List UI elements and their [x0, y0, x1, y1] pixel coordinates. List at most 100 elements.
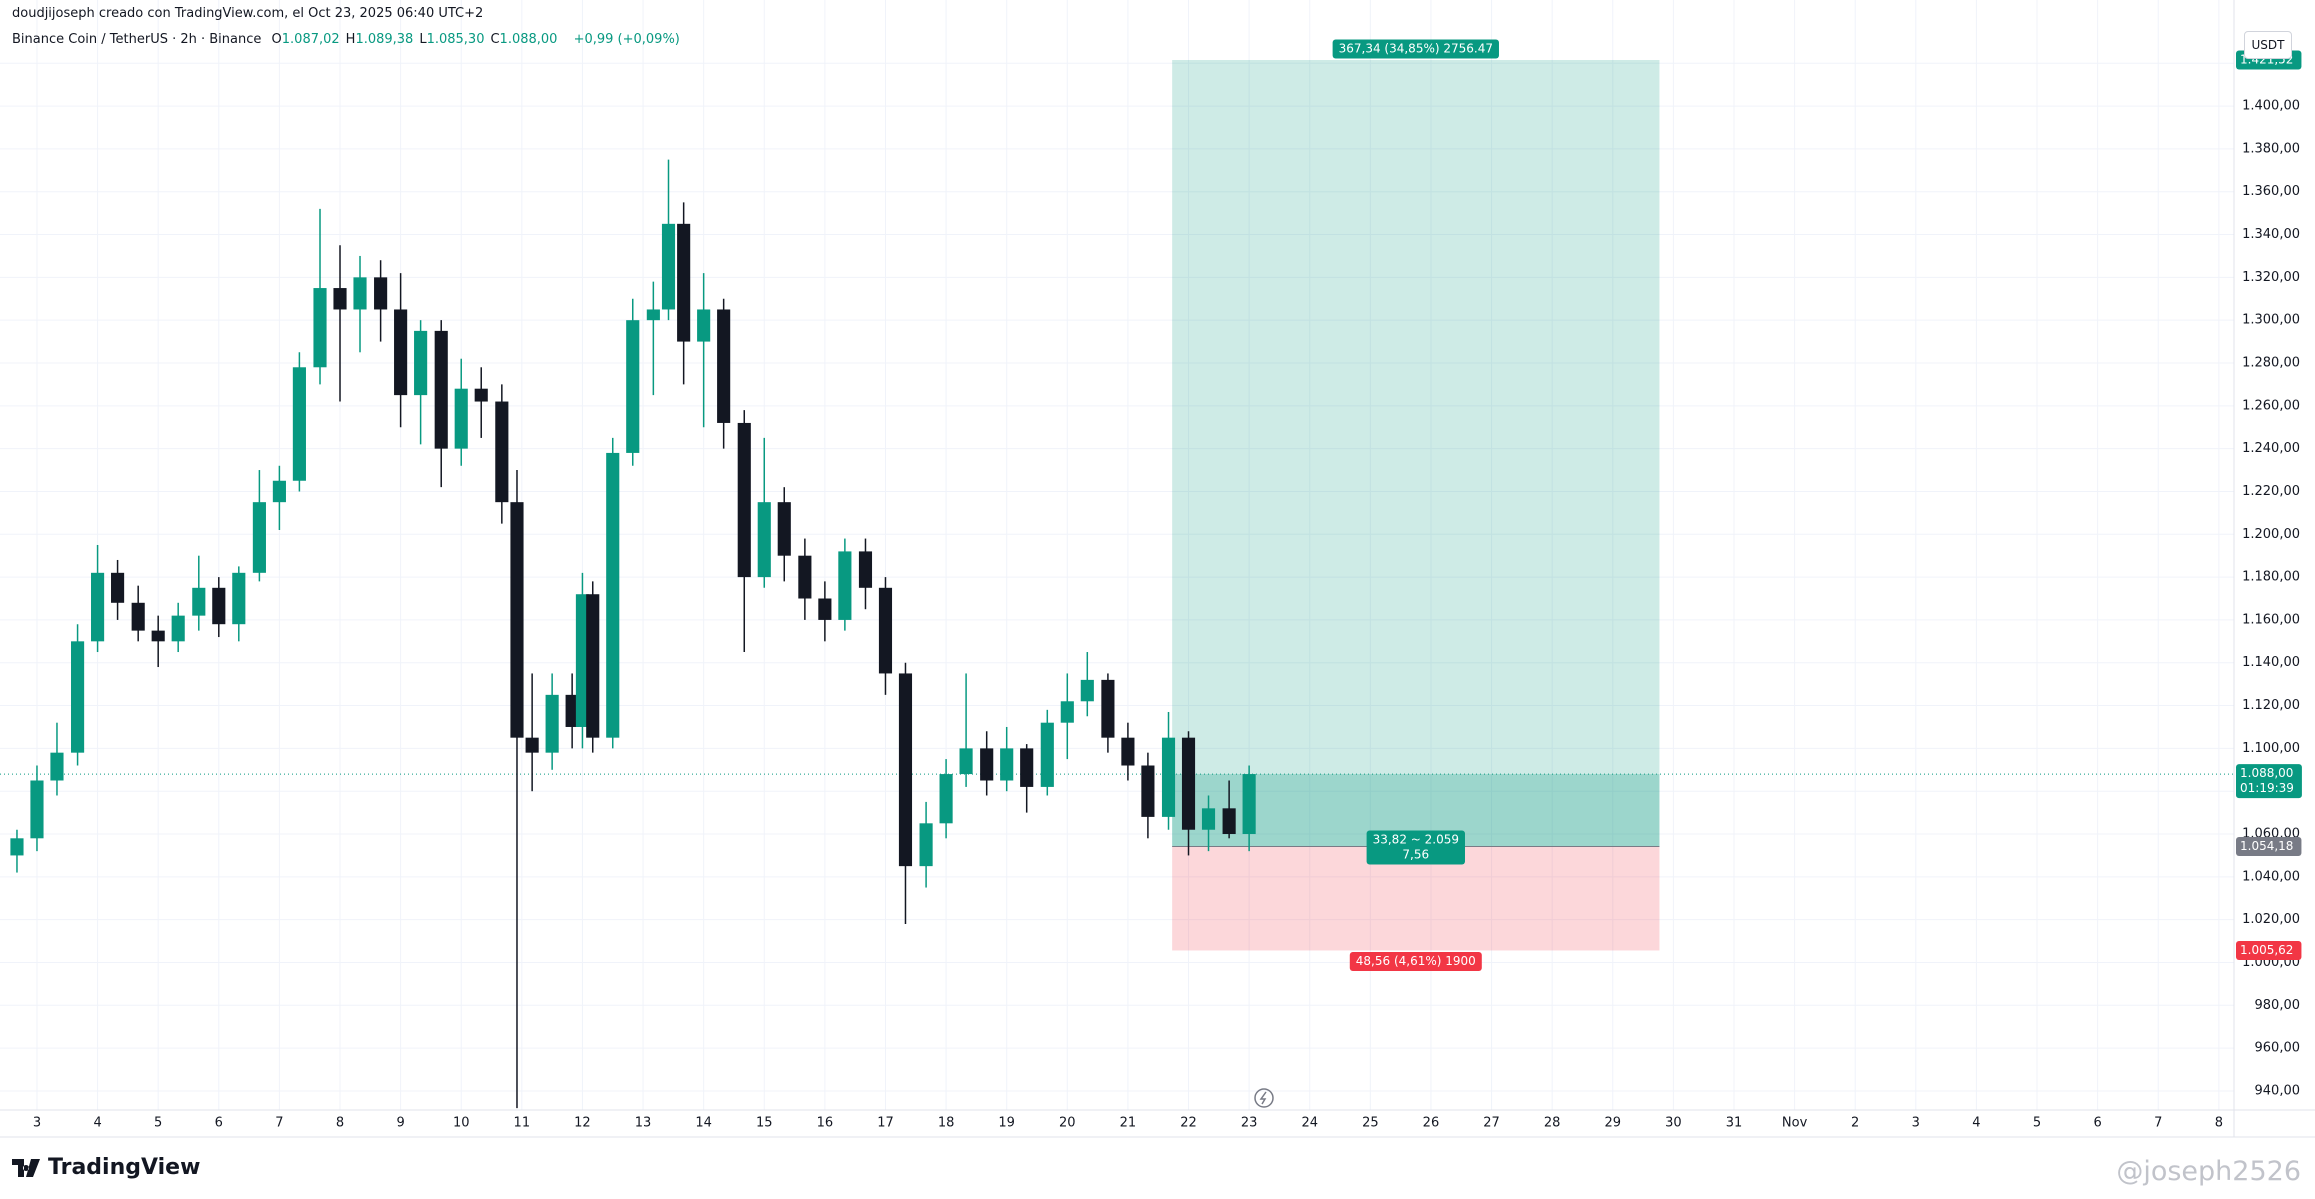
candle-body	[606, 452, 620, 738]
candle-body	[252, 502, 266, 573]
candle-body	[1201, 808, 1216, 830]
last-price-label-text: 01:19:39	[2240, 781, 2294, 795]
x-tick-label: 26	[1423, 1116, 1440, 1131]
candle-body	[111, 572, 125, 603]
y-tick-label: 960,00	[2255, 1041, 2301, 1056]
candle-body	[697, 309, 711, 342]
entry-price-label-bg	[2236, 836, 2302, 856]
candle-body	[1101, 679, 1115, 738]
candle-body	[677, 223, 691, 342]
x-tick-label: 5	[154, 1116, 162, 1131]
brand-name: TradingView	[48, 1155, 201, 1180]
x-tick-label: 7	[275, 1116, 283, 1131]
candle-body	[71, 641, 85, 753]
x-tick-label: 9	[396, 1116, 404, 1131]
candle-body	[838, 551, 852, 620]
candle-body	[30, 780, 44, 839]
x-tick-label: 10	[453, 1116, 470, 1131]
entry-price-label-text: 1.054,18	[2240, 839, 2293, 853]
candle-body	[292, 367, 306, 481]
candle-body	[798, 555, 812, 599]
ohlc-key: L	[419, 32, 427, 47]
x-tick-label: 31	[1726, 1116, 1743, 1131]
grid	[0, 0, 2234, 1110]
x-tick-label: 5	[2033, 1116, 2041, 1131]
y-tick-label: 1.360,00	[2242, 184, 2300, 199]
y-tick-label: 1.260,00	[2242, 398, 2300, 413]
candle-body	[525, 737, 539, 753]
y-tick-label: 1.320,00	[2242, 270, 2300, 285]
candle-body	[626, 320, 640, 453]
candle-body	[661, 223, 676, 310]
candle-body	[474, 388, 488, 402]
x-tick-label: 19	[998, 1116, 1015, 1131]
y-tick-label: 1.400,00	[2242, 99, 2300, 114]
labels: 3 4 5 6 7 8 9 10 11 12 13 14 15 16 17 18 19 20 21 22 23 24 25 2…	[33, 39, 2302, 1131]
target-label: 367,34 (34,85%) 2756.47	[1332, 39, 1499, 59]
candle-body	[212, 587, 226, 625]
candle-body	[353, 277, 367, 310]
candle-body	[1242, 774, 1256, 835]
candle-body	[495, 401, 509, 503]
candle-body	[818, 598, 832, 620]
y-tick-label: 940,00	[2255, 1083, 2301, 1098]
candle-body	[434, 330, 448, 449]
watermark: @joseph2526	[2116, 1156, 2301, 1187]
candle-body	[1080, 679, 1094, 702]
y-tick-label: 1.300,00	[2242, 313, 2300, 328]
x-tick-label: 17	[877, 1116, 894, 1131]
candle-body	[1040, 722, 1054, 787]
brand-logo	[12, 1158, 40, 1177]
y-tick-label: 1.100,00	[2242, 741, 2300, 756]
candle-body	[272, 480, 286, 503]
x-tick-label: Nov	[1782, 1116, 1808, 1131]
candle-body	[919, 823, 933, 867]
y-tick-label: 1.160,00	[2242, 612, 2300, 627]
candle-body	[374, 277, 388, 310]
candle-body	[151, 630, 165, 642]
ohlc: O1.087,02 H1.089,38 L1.085,30 C1.088,00	[272, 32, 564, 47]
y-tick-label: 1.280,00	[2242, 355, 2300, 370]
candle-body	[646, 309, 660, 321]
candle-body	[575, 594, 590, 727]
x-tick-label: 8	[2215, 1116, 2223, 1131]
currency-button[interactable]: USDT	[2244, 31, 2292, 59]
x-tick-label: 30	[1665, 1116, 1682, 1131]
x-tick-label: 15	[756, 1116, 773, 1131]
x-tick-label: 21	[1120, 1116, 1137, 1131]
y-tick-label: 1.340,00	[2242, 227, 2300, 242]
x-tick-label: 25	[1362, 1116, 1379, 1131]
last-price-label-bg	[2236, 764, 2302, 799]
x-tick-label: 14	[695, 1116, 712, 1131]
x-tick-label: 4	[93, 1116, 101, 1131]
ohlc-value: 1.089,38	[355, 32, 414, 47]
stop-label-text: 48,56 (4,61%) 1900	[1356, 954, 1476, 968]
y-tick-label: 1.380,00	[2242, 141, 2300, 156]
candle-body	[171, 615, 185, 642]
candle-body	[232, 572, 246, 625]
credit: doudjijoseph creado con TradingView.com,…	[12, 6, 484, 21]
x-tick-label: 7	[2154, 1116, 2162, 1131]
x-tick-label: 2	[1851, 1116, 1859, 1131]
ohlc-value: 1.087,02	[281, 32, 340, 47]
x-tick-label: 11	[514, 1116, 531, 1131]
entry-label-bg	[1366, 830, 1465, 865]
candles	[10, 159, 1256, 1109]
candle-body	[192, 587, 206, 616]
y-tick-label: 980,00	[2255, 998, 2301, 1013]
candle-body	[757, 502, 771, 578]
candle-body	[980, 748, 994, 781]
change: +0,99 (+0,09%)	[573, 32, 680, 47]
position-tool	[0, 59, 2234, 951]
candle-body	[858, 551, 873, 588]
candle-body	[414, 330, 428, 396]
target-zone	[1172, 59, 1660, 847]
y-tick-label: 1.180,00	[2242, 570, 2300, 585]
candle-body	[777, 502, 791, 556]
candle-body	[717, 309, 731, 423]
candle-body	[1020, 748, 1034, 787]
x-tick-label: 27	[1483, 1116, 1500, 1131]
stop-price-label-bg	[2236, 940, 2302, 960]
lightning-icon[interactable]	[1254, 1088, 1274, 1108]
